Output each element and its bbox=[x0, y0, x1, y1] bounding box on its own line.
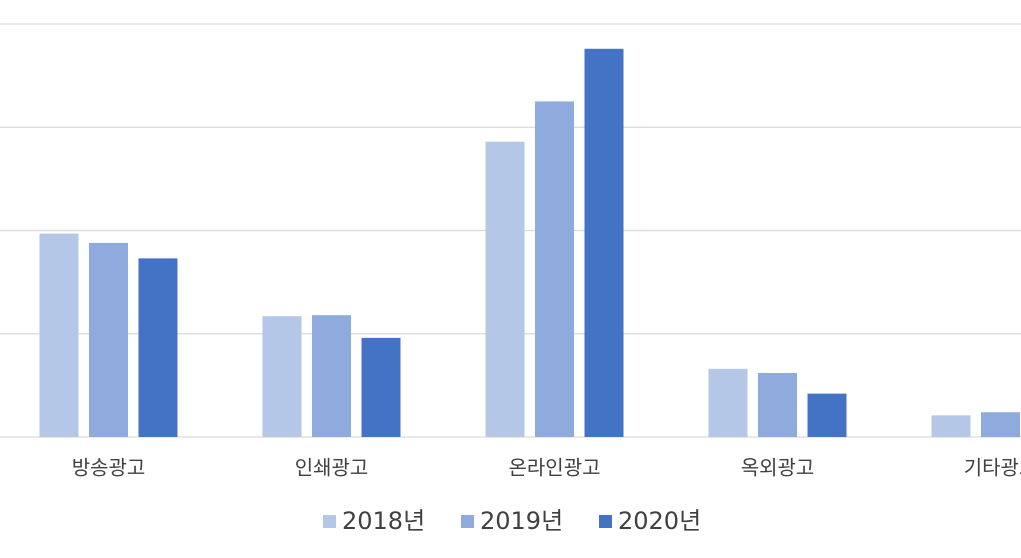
legend-swatch bbox=[461, 515, 474, 528]
bar bbox=[584, 48, 624, 437]
bar bbox=[807, 393, 847, 437]
bar bbox=[361, 337, 401, 437]
bar bbox=[39, 233, 79, 437]
x-tick-label: 온라인광고 bbox=[509, 456, 601, 480]
bar bbox=[931, 415, 971, 437]
bar bbox=[981, 412, 1020, 437]
bar bbox=[138, 258, 178, 437]
bar bbox=[535, 101, 574, 437]
legend-swatch bbox=[599, 515, 612, 528]
bar bbox=[708, 368, 748, 437]
x-tick-label: 기타광고 bbox=[964, 456, 1021, 480]
bar bbox=[758, 372, 797, 437]
x-tick-label: 옥외광고 bbox=[741, 456, 815, 480]
legend-label: 2018년 bbox=[342, 507, 425, 535]
x-tick-label: 방송광고 bbox=[72, 456, 146, 480]
legend-label: 2020년 bbox=[618, 507, 701, 535]
bar bbox=[485, 141, 525, 437]
bar bbox=[89, 242, 128, 437]
x-tick-label: 인쇄광고 bbox=[295, 456, 369, 480]
bar bbox=[312, 315, 351, 437]
legend-label: 2019년 bbox=[480, 507, 563, 535]
legend-swatch bbox=[323, 515, 336, 528]
bar bbox=[262, 316, 302, 437]
